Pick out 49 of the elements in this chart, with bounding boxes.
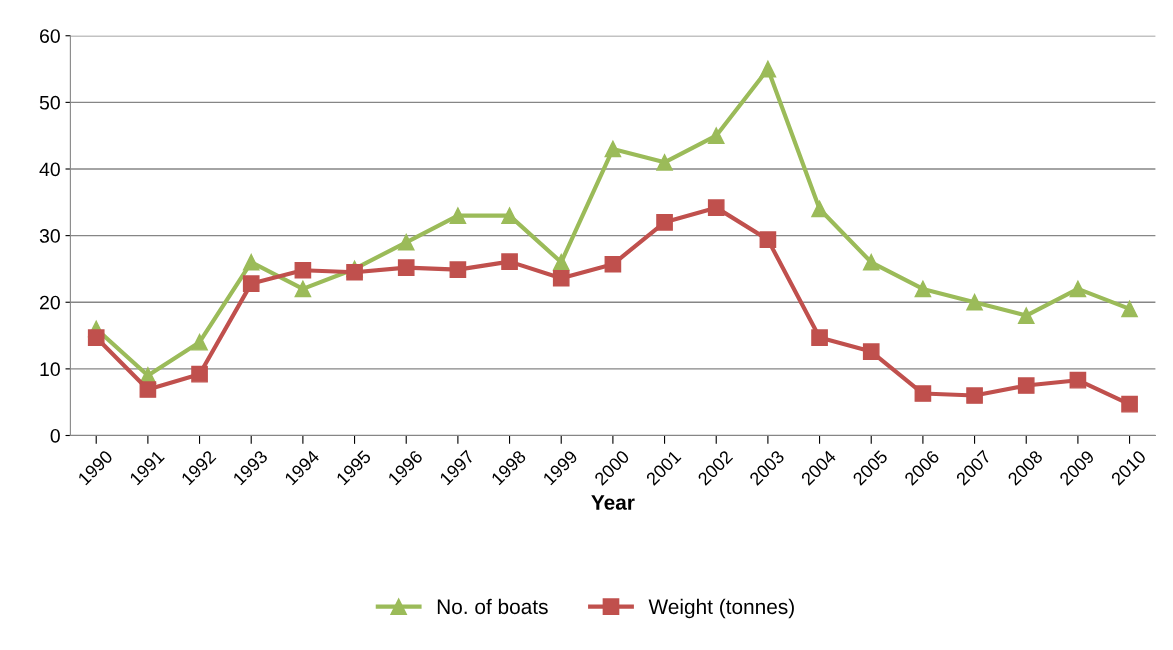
point [139,381,157,398]
point [242,275,260,292]
y-tick-label: 50 [39,95,60,110]
point [1069,280,1087,298]
point [1069,371,1087,389]
point [707,199,725,216]
point [811,329,828,346]
point [656,154,673,171]
point [966,387,983,404]
point [1121,300,1138,318]
point [862,253,880,271]
point [759,60,777,78]
point [1017,377,1035,394]
y-tick-label: 0 [50,428,60,443]
y-tick-label: 30 [39,229,60,243]
point [914,385,932,402]
point [552,269,570,287]
point [87,329,105,346]
point [914,280,932,298]
point [862,343,880,360]
point [811,200,828,218]
point [604,255,622,273]
point [397,233,415,251]
point [1017,307,1035,324]
x-axis-title: Year [591,495,635,510]
y-tick-label: 10 [40,362,60,377]
point [552,253,570,271]
point [242,253,260,271]
point [966,293,983,311]
point [294,261,312,279]
point [397,259,415,276]
point [501,253,518,270]
point [1121,395,1138,413]
point [191,365,208,383]
legend-label: Weight (tonnes) [648,598,794,619]
point [294,280,312,298]
point [501,207,518,224]
point [656,213,673,231]
point [191,333,208,351]
point [449,261,467,278]
legend-label: No. of boats [437,598,548,615]
y-tick-label: 40 [39,162,60,177]
point [759,231,777,248]
point [707,127,725,145]
y-tick-label: 20 [40,295,60,310]
point [604,140,622,158]
y-tick-label: 60 [40,29,60,43]
point [346,263,363,281]
point [449,207,467,224]
